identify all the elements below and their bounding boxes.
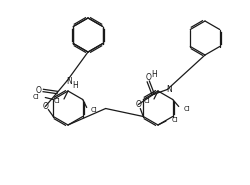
- Text: Cl: Cl: [171, 117, 178, 123]
- Text: O: O: [135, 100, 141, 109]
- Text: H: H: [72, 81, 78, 90]
- Text: O: O: [145, 73, 150, 82]
- Text: Cl: Cl: [182, 106, 189, 112]
- Text: Cl: Cl: [143, 98, 150, 104]
- Text: O: O: [35, 86, 41, 95]
- Text: Cl: Cl: [54, 98, 60, 104]
- Text: N: N: [166, 85, 172, 94]
- Text: O: O: [42, 102, 48, 111]
- Text: Cl: Cl: [33, 94, 40, 100]
- Text: N: N: [66, 77, 72, 86]
- Text: H: H: [151, 70, 156, 79]
- Text: Cl: Cl: [90, 107, 97, 113]
